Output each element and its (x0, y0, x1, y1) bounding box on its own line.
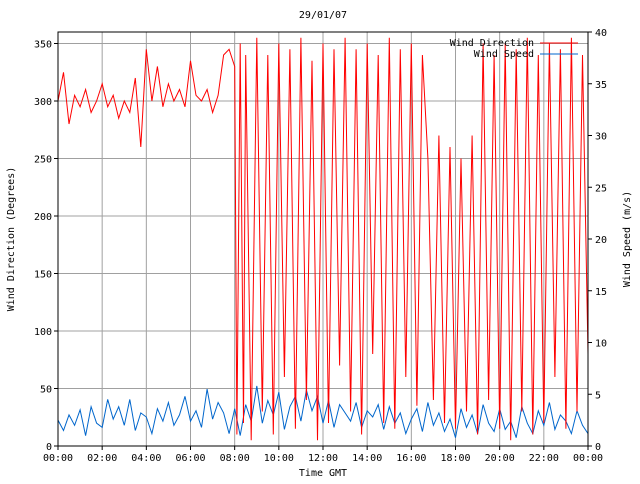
y-left-tick-label: 250 (34, 155, 52, 166)
legend-label-wind-speed: Wind Speed (474, 49, 534, 60)
y-right-tick-label: 35 (595, 80, 607, 91)
x-tick-label: 00:00 (573, 453, 603, 464)
x-tick-label: 00:00 (43, 453, 73, 464)
x-tick-label: 08:00 (220, 453, 250, 464)
legend: Wind Direction Wind Speed (450, 38, 578, 60)
x-tick-label: 14:00 (352, 453, 382, 464)
ticks: 00:00 02:00 04:00 06:00 08:00 10:00 12:00 14:00… (34, 28, 607, 464)
y-left-tick-label: 100 (34, 327, 52, 338)
x-tick-label: 06:00 (175, 453, 205, 464)
y-left-tick-label: 50 (40, 385, 52, 396)
y-right-tick-label: 40 (595, 28, 607, 39)
y-left-tick-label: 150 (34, 270, 52, 281)
y-axis-right-label: Wind Speed (m/s) (622, 191, 633, 287)
y-right-tick-label: 10 (595, 339, 607, 350)
y-left-tick-label: 200 (34, 212, 52, 223)
y-right-tick-label: 30 (595, 132, 607, 143)
y-left-tick-label: 0 (46, 442, 52, 453)
y-axis-left-label: Wind Direction (Degrees) (6, 167, 17, 312)
y-left-tick-label: 300 (34, 97, 52, 108)
x-tick-label: 10:00 (264, 453, 294, 464)
x-tick-label: 12:00 (308, 453, 338, 464)
x-tick-label: 20:00 (485, 453, 515, 464)
y-right-tick-label: 5 (595, 390, 601, 401)
x-tick-label: 18:00 (440, 453, 470, 464)
x-tick-label: 22:00 (529, 453, 559, 464)
legend-label-wind-direction: Wind Direction (450, 38, 534, 49)
y-right-tick-label: 25 (595, 183, 607, 194)
y-right-tick-label: 0 (595, 442, 601, 453)
series-line-wind-direction (57, 37, 589, 441)
y-left-tick-label: 350 (34, 40, 52, 51)
x-axis-label: Time GMT (299, 468, 347, 479)
y-right-tick-label: 15 (595, 287, 607, 298)
chart-title: 29/01/07 (299, 10, 347, 21)
y-right-tick-label: 20 (595, 235, 607, 246)
x-tick-label: 02:00 (87, 453, 117, 464)
series-layer (57, 37, 589, 441)
grid (58, 32, 588, 446)
x-tick-label: 04:00 (131, 453, 161, 464)
x-tick-label: 16:00 (396, 453, 426, 464)
